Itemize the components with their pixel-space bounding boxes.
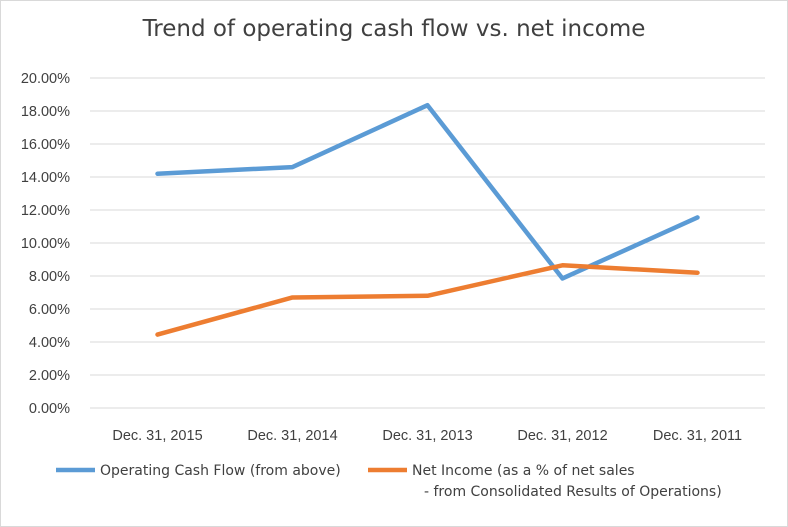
x-tick-label: Dec. 31, 2012 <box>517 428 607 444</box>
x-tick-label: Dec. 31, 2011 <box>653 428 742 444</box>
y-tick-label: 12.00% <box>21 203 70 219</box>
y-tick-label: 16.00% <box>21 137 70 153</box>
chart-title: Trend of operating cash flow vs. net inc… <box>142 16 646 42</box>
x-tick-label: Dec. 31, 2014 <box>247 428 337 444</box>
y-tick-label: 18.00% <box>21 104 70 120</box>
legend-label: Net Income (as a % of net sales <box>412 463 635 479</box>
x-axis-ticks: Dec. 31, 2015 Dec. 31, 2014 Dec. 31, 2013 D… <box>112 428 742 444</box>
y-tick-label: 20.00% <box>21 71 70 87</box>
y-tick-label: 14.00% <box>21 170 70 186</box>
series-line-2 <box>155 263 700 337</box>
gridlines <box>90 77 765 409</box>
series-lines <box>155 102 700 337</box>
x-tick-label: Dec. 31, 2013 <box>382 428 472 444</box>
series-line-1 <box>155 102 700 281</box>
legend-label: - from Consolidated Results of Operation… <box>424 484 722 500</box>
legend: Operating Cash Flow (from above) Net Inco… <box>56 463 722 500</box>
y-tick-label: 8.00% <box>29 269 70 285</box>
y-tick-label: 2.00% <box>29 368 70 384</box>
y-tick-label: 10.00% <box>21 236 70 252</box>
y-axis-ticks: 0.00% 2.00% 4.00% 6.00% 8.00% 10.00% 12.00% 14.… <box>21 71 70 417</box>
legend-label: Operating Cash Flow (from above) <box>100 463 341 479</box>
y-tick-label: 6.00% <box>29 302 70 318</box>
x-tick-label: Dec. 31, 2015 <box>112 428 202 444</box>
y-tick-label: 4.00% <box>29 335 70 351</box>
y-tick-label: 0.00% <box>29 401 70 417</box>
